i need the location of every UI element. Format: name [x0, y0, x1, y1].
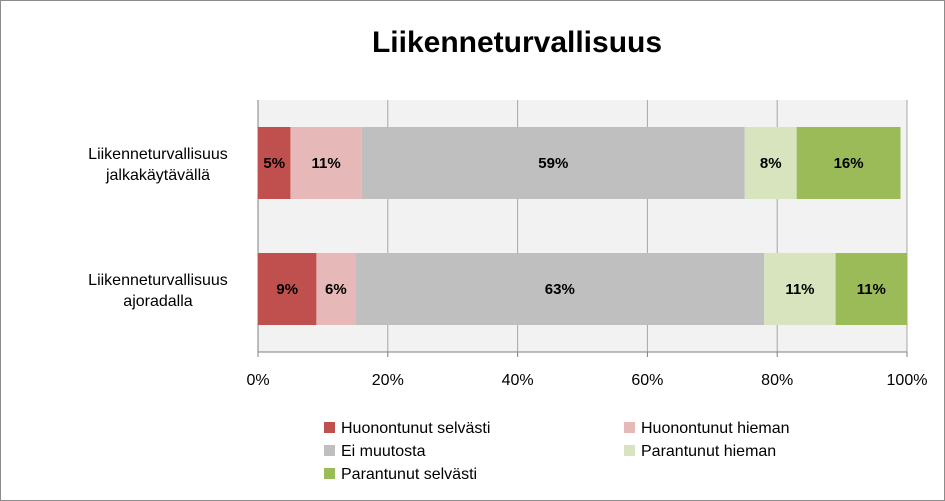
- bar-segment: [835, 253, 907, 325]
- legend-label: Ei muutosta: [341, 443, 426, 460]
- legend: Huonontunut selvästi Huonontunut hieman Ei…: [324, 420, 790, 483]
- chart-title: Liikenneturvallisuus: [372, 26, 662, 59]
- legend-swatch: [324, 445, 335, 456]
- data-label: 5%: [263, 155, 285, 172]
- bar-segment: [316, 253, 356, 325]
- data-label: 6%: [325, 281, 347, 298]
- x-tick-label: 40%: [502, 372, 534, 389]
- legend-label: Parantunut selvästi: [341, 466, 477, 483]
- bar-segment: [361, 127, 745, 199]
- data-label: 59%: [538, 155, 568, 172]
- data-label: 11%: [785, 281, 814, 298]
- category-label: Liikenneturvallisuus ajoradalla: [88, 272, 228, 310]
- x-tick-label: 60%: [631, 372, 663, 389]
- plot-area: 0% 20% 40% 60% 80% 100% 5% 11% 59% 8% 16% Liikennet…: [88, 100, 927, 389]
- data-label: 11%: [857, 281, 886, 298]
- bar-segment: [796, 127, 901, 199]
- bar-segment: [258, 127, 291, 199]
- x-tick-label: 0%: [246, 372, 269, 389]
- bar-segment: [764, 253, 836, 325]
- legend-swatch: [624, 445, 635, 456]
- bar-segment: [290, 127, 362, 199]
- data-label: 11%: [312, 155, 341, 172]
- category-label: Liikenneturvallisuus jalkakäytävällä: [88, 146, 228, 184]
- legend-swatch: [624, 422, 635, 433]
- data-label: 16%: [834, 155, 864, 172]
- x-tick-label: 100%: [887, 372, 928, 389]
- data-label: 8%: [760, 155, 782, 172]
- bar-segment: [258, 253, 317, 325]
- legend-label: Huonontunut hieman: [641, 420, 790, 437]
- x-tick-label: 80%: [761, 372, 793, 389]
- x-tick-label: 20%: [372, 372, 404, 389]
- data-label: 9%: [276, 281, 298, 298]
- bar-segment: [744, 127, 797, 199]
- legend-label: Huonontunut selvästi: [341, 420, 490, 437]
- bar-segment: [355, 253, 765, 325]
- legend-swatch: [324, 422, 335, 433]
- legend-swatch: [324, 468, 335, 479]
- legend-label: Parantunut hieman: [641, 443, 776, 460]
- data-label: 63%: [545, 281, 575, 298]
